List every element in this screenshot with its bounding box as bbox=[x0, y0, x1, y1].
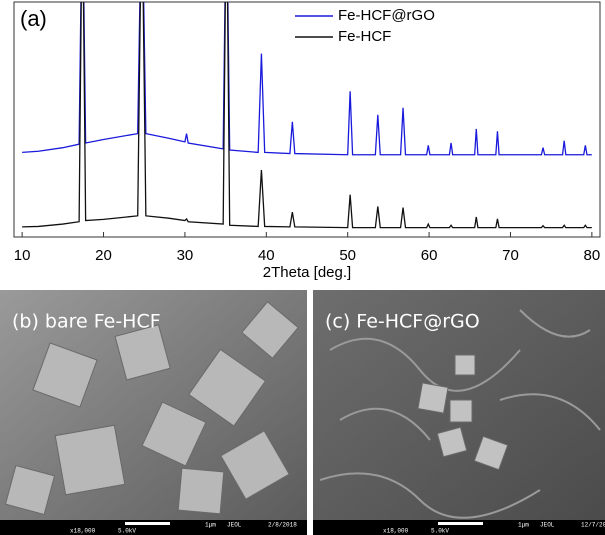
sem-info: 5.0kV bbox=[118, 528, 136, 535]
sem-info: 2/8/2018 bbox=[268, 522, 297, 529]
panel-label: (a) bbox=[20, 6, 47, 31]
sem-info: 5.0kV bbox=[431, 528, 449, 535]
sem-image-c bbox=[313, 290, 605, 535]
sem-info: 1μm bbox=[518, 522, 529, 529]
sem-info: x18,000 bbox=[70, 528, 96, 535]
x-tick-label: 60 bbox=[421, 247, 438, 264]
sem-info: 12/7/20 bbox=[581, 522, 605, 529]
x-tick-label: 70 bbox=[502, 247, 519, 264]
x-tick-label: 30 bbox=[177, 247, 194, 264]
legend-label: Fe-HCF@rGO bbox=[338, 7, 435, 24]
x-tick-label: 50 bbox=[339, 247, 356, 264]
plot-lines bbox=[22, 2, 592, 229]
x-tick-label: 80 bbox=[584, 247, 601, 264]
x-axis-label: 2Theta [deg.] bbox=[263, 264, 351, 281]
x-tick-label: 20 bbox=[95, 247, 112, 264]
legend-label: Fe-HCF bbox=[338, 28, 391, 45]
x-tick-label: 10 bbox=[14, 247, 31, 264]
sem-info: 1μm bbox=[205, 522, 216, 529]
sem-info: x18,000 bbox=[383, 528, 409, 535]
panel-label: (b) bare Fe-HCF bbox=[12, 311, 161, 333]
sem-info: JEOL bbox=[540, 522, 555, 529]
sem-image-b bbox=[0, 290, 307, 535]
xrd-line bbox=[22, 2, 592, 229]
xrd-line bbox=[22, 2, 592, 156]
x-tick-label: 40 bbox=[258, 247, 275, 264]
plot-frame bbox=[13, 1, 601, 238]
sem-info: JEOL bbox=[227, 522, 242, 529]
xrd-chart: (a) 2Theta [deg.] 10 20 30 40 50 60 70 80 Fe-HCF… bbox=[13, 1, 601, 281]
sem-panels: (b) bare Fe-HCF x18,000 5.0kV 1μm JEOL 2/8/20… bbox=[0, 290, 605, 535]
panel-label: (c) Fe-HCF@rGO bbox=[325, 311, 480, 333]
